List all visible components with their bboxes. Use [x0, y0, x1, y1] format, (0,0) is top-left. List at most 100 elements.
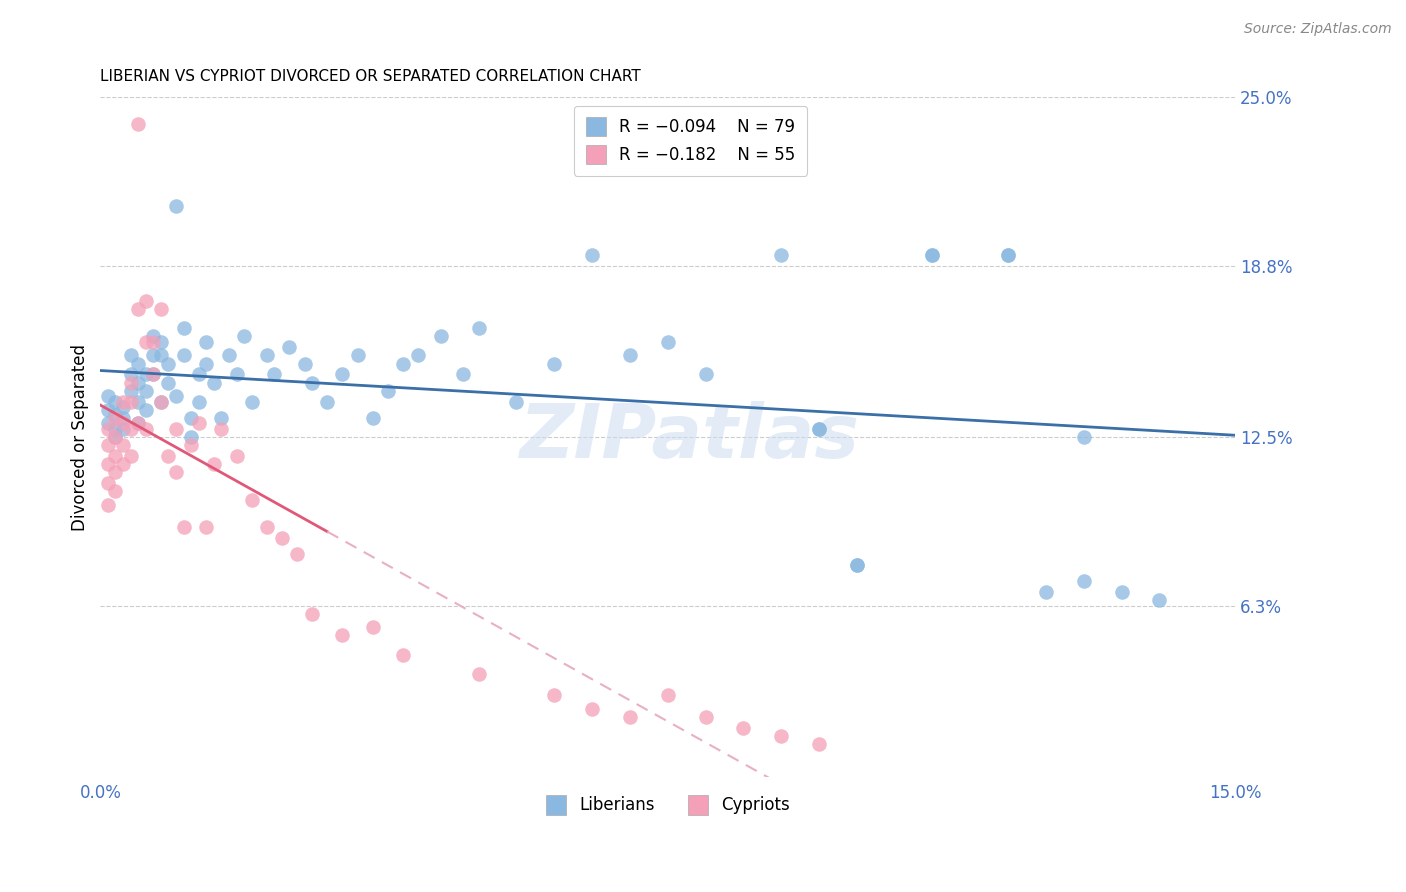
Point	[695, 710, 717, 724]
Point	[149, 394, 172, 409]
Point	[581, 702, 603, 716]
Y-axis label: Divorced or Separated: Divorced or Separated	[72, 343, 89, 531]
Point	[104, 409, 127, 423]
Point	[127, 376, 149, 390]
Point	[157, 357, 180, 371]
Point	[195, 357, 218, 371]
Point	[453, 368, 475, 382]
Point	[225, 368, 247, 382]
Point	[104, 430, 127, 444]
Point	[127, 394, 149, 409]
Point	[997, 248, 1019, 262]
Point	[233, 329, 256, 343]
Point	[135, 368, 157, 382]
Point	[127, 302, 149, 317]
Point	[104, 394, 127, 409]
Point	[112, 400, 135, 414]
Point	[149, 334, 172, 349]
Text: Source: ZipAtlas.com: Source: ZipAtlas.com	[1244, 22, 1392, 37]
Point	[173, 321, 195, 335]
Point	[1149, 593, 1171, 607]
Point	[97, 402, 120, 417]
Point	[135, 402, 157, 417]
Point	[165, 199, 187, 213]
Point	[149, 349, 172, 363]
Point	[733, 721, 755, 735]
Point	[301, 376, 323, 390]
Point	[127, 357, 149, 371]
Point	[218, 349, 240, 363]
Point	[997, 248, 1019, 262]
Point	[173, 520, 195, 534]
Legend: Liberians, Cypriots: Liberians, Cypriots	[537, 787, 799, 823]
Point	[467, 666, 489, 681]
Point	[845, 558, 868, 572]
Point	[1035, 585, 1057, 599]
Point	[346, 349, 368, 363]
Point	[543, 688, 565, 702]
Point	[120, 368, 142, 382]
Point	[165, 466, 187, 480]
Point	[505, 394, 527, 409]
Point	[97, 417, 120, 431]
Point	[97, 498, 120, 512]
Point	[225, 449, 247, 463]
Point	[657, 688, 679, 702]
Text: LIBERIAN VS CYPRIOT DIVORCED OR SEPARATED CORRELATION CHART: LIBERIAN VS CYPRIOT DIVORCED OR SEPARATE…	[100, 69, 641, 84]
Point	[180, 430, 202, 444]
Point	[581, 248, 603, 262]
Point	[112, 438, 135, 452]
Point	[278, 340, 301, 354]
Point	[195, 334, 218, 349]
Point	[377, 384, 399, 398]
Point	[104, 466, 127, 480]
Point	[104, 449, 127, 463]
Point	[104, 484, 127, 499]
Point	[285, 547, 308, 561]
Point	[770, 729, 793, 743]
Point	[209, 411, 232, 425]
Point	[112, 394, 135, 409]
Point	[619, 710, 641, 724]
Point	[695, 368, 717, 382]
Point	[209, 422, 232, 436]
Point	[187, 417, 209, 431]
Point	[256, 349, 278, 363]
Point	[180, 438, 202, 452]
Point	[142, 349, 165, 363]
Point	[135, 422, 157, 436]
Point	[142, 329, 165, 343]
Point	[770, 248, 793, 262]
Point	[127, 417, 149, 431]
Point	[294, 357, 316, 371]
Point	[808, 422, 831, 436]
Point	[195, 520, 218, 534]
Point	[187, 368, 209, 382]
Point	[173, 349, 195, 363]
Point	[808, 422, 831, 436]
Point	[142, 334, 165, 349]
Point	[202, 457, 225, 471]
Point	[165, 422, 187, 436]
Point	[301, 607, 323, 621]
Point	[271, 531, 294, 545]
Point	[97, 389, 120, 403]
Point	[406, 349, 429, 363]
Point	[808, 737, 831, 751]
Point	[543, 357, 565, 371]
Point	[332, 628, 354, 642]
Point	[135, 294, 157, 309]
Point	[240, 492, 263, 507]
Point	[657, 334, 679, 349]
Point	[165, 389, 187, 403]
Point	[361, 620, 384, 634]
Point	[149, 302, 172, 317]
Point	[921, 248, 943, 262]
Point	[104, 430, 127, 444]
Point	[202, 376, 225, 390]
Point	[135, 384, 157, 398]
Point	[104, 422, 127, 436]
Point	[142, 368, 165, 382]
Point	[921, 248, 943, 262]
Point	[120, 349, 142, 363]
